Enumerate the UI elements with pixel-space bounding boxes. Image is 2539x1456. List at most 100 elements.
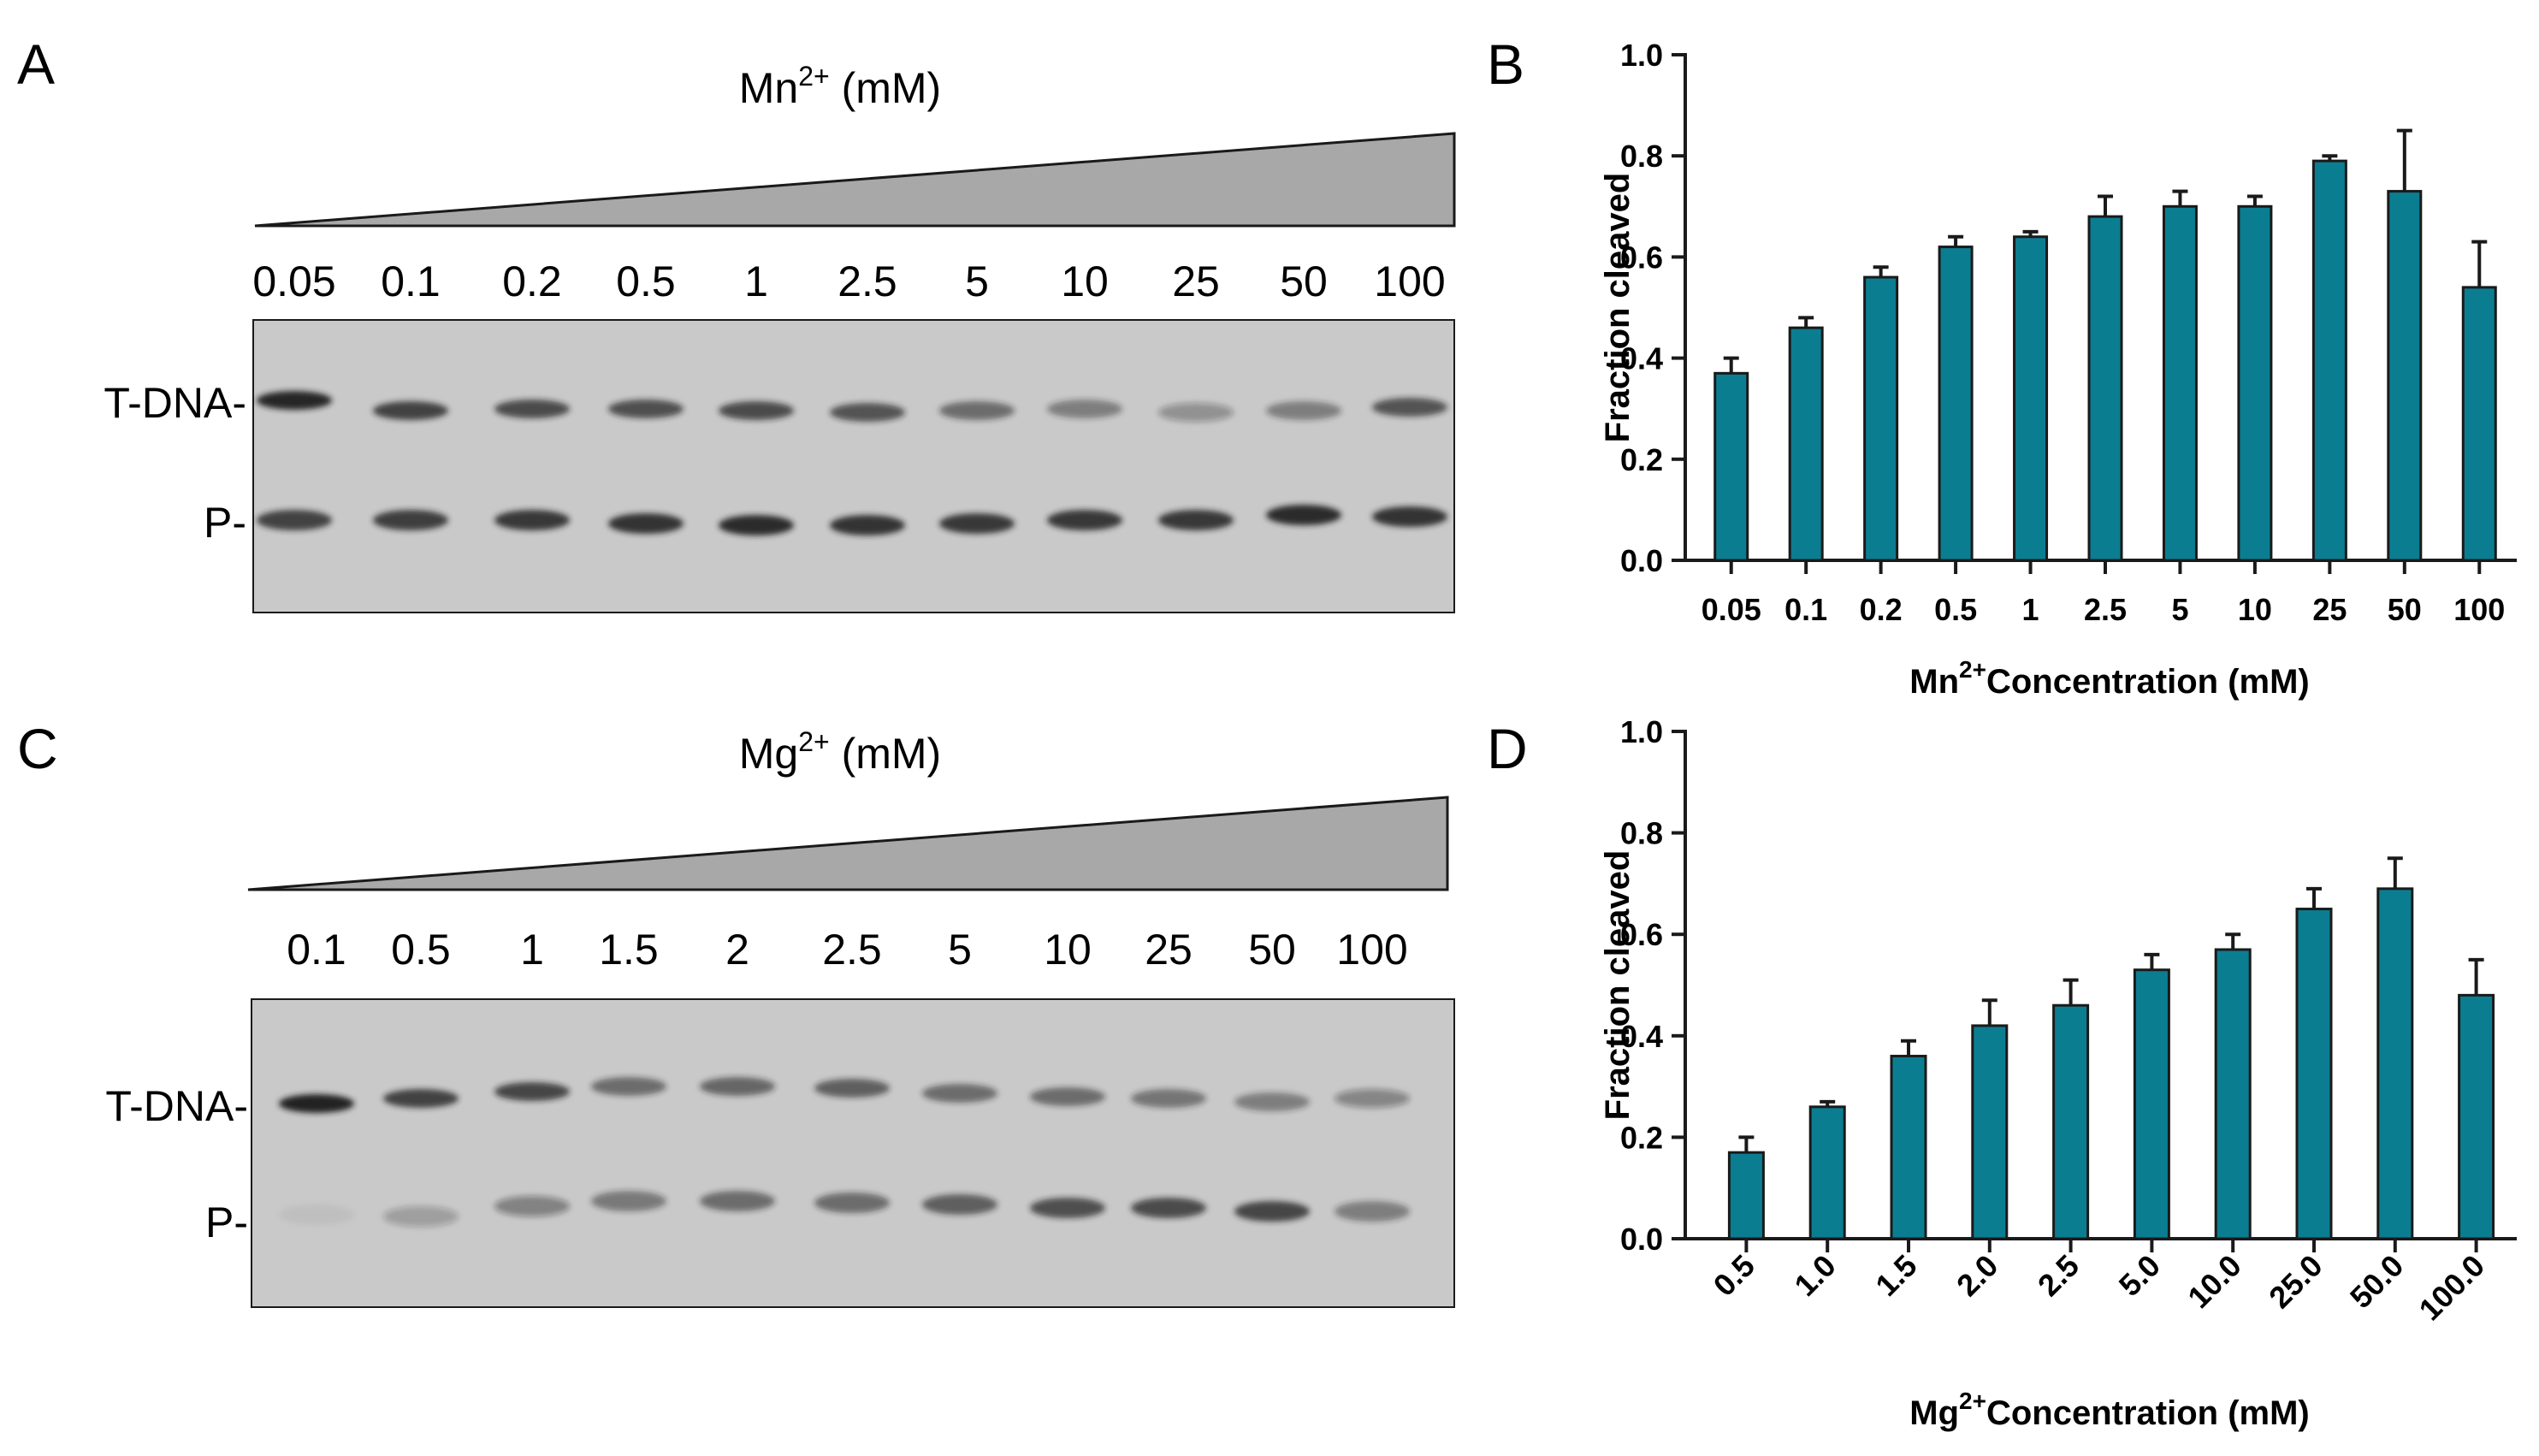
bar — [2013, 235, 2049, 562]
gel-a-title: Mn2+ (mM) — [739, 61, 941, 112]
gel-bands-c — [279, 1077, 1410, 1227]
y-tick-label: 0.8 — [1620, 816, 1663, 851]
gel-band — [1158, 403, 1234, 422]
gel-band — [1131, 1089, 1206, 1108]
lane-label: 25 — [1172, 257, 1220, 305]
lane-label: 5 — [948, 926, 972, 974]
x-tick-label: 5.0 — [2112, 1248, 2167, 1303]
bar — [1938, 246, 1974, 562]
gel-bands-a — [257, 391, 1447, 536]
y-tick-label: 0.4 — [1620, 341, 1663, 376]
panel-b: B 0.0 0.2 0.4 0.6 0.8 1.0 0.05 0.1 0.2 0.5 1 2.5 5 10… — [1487, 33, 2517, 701]
bar — [2214, 948, 2252, 1240]
gel-band — [1372, 398, 1447, 417]
gel-band — [1047, 510, 1122, 530]
gel-band — [1131, 1198, 1206, 1218]
x-tick-label: 1.5 — [1868, 1248, 1923, 1303]
gel-band — [814, 1193, 890, 1213]
gel-band — [257, 510, 332, 530]
y-tick-label: 0.6 — [1620, 917, 1663, 952]
x-tick-label: 25.0 — [2262, 1248, 2329, 1316]
x-tick-label: 10.0 — [2181, 1248, 2248, 1316]
y-tick-label: 0.6 — [1620, 240, 1663, 275]
gel-band — [830, 515, 905, 536]
lane-label: 2.5 — [837, 257, 897, 305]
y-tick-label: 0.8 — [1620, 139, 1663, 174]
x-tick-label: 0.2 — [1860, 592, 1903, 627]
x-tick-label: 0.5 — [1934, 592, 1977, 627]
x-tick-label: 0.1 — [1784, 592, 1827, 627]
y-axis-title: Fraction cleaved — [1599, 173, 1636, 443]
gel-band — [830, 403, 905, 422]
lane-label: 50 — [1280, 257, 1328, 305]
lane-label: 50 — [1248, 926, 1296, 974]
bar — [2461, 286, 2497, 562]
panel-c: C Mg2+ (mM) 0.1 0.5 1 1.5 2 2.5 5 10 25 50 100 T-D… — [17, 717, 1455, 1308]
gel-band — [1158, 510, 1234, 530]
gel-band — [1335, 1089, 1410, 1108]
x-axis-title: Mn2+Concentration (mM) — [1909, 656, 2309, 701]
bar — [2237, 204, 2273, 562]
y-tick-label: 0.2 — [1620, 1120, 1663, 1155]
gel-band — [279, 1094, 354, 1113]
y-tick-label: 1.0 — [1620, 714, 1663, 749]
x-tick-label: 100.0 — [2412, 1248, 2492, 1328]
gel-band — [814, 1079, 890, 1098]
gel-band — [257, 391, 332, 410]
x-axis-title: Mg2+Concentration (mM) — [1909, 1388, 2309, 1432]
gel-band — [719, 401, 794, 420]
band-label-tdna-c: T-DNA- — [105, 1082, 248, 1130]
x-tick-label: 2.5 — [2031, 1248, 2086, 1303]
gel-band — [700, 1191, 775, 1211]
x-tick-label: 10 — [2238, 592, 2272, 627]
gel-band — [591, 1077, 666, 1096]
bar — [1863, 275, 1899, 562]
lane-labels-c: 0.1 0.5 1 1.5 2 2.5 5 10 25 50 100 — [287, 926, 1407, 974]
gel-band — [922, 1194, 997, 1215]
bar — [2295, 908, 2333, 1240]
gel-band — [608, 400, 684, 418]
lane-label: 1 — [744, 257, 768, 305]
gel-band — [591, 1191, 666, 1211]
gel-band — [1372, 506, 1447, 527]
lane-label: 0.5 — [391, 926, 451, 974]
concentration-wedge-c — [247, 796, 1449, 891]
panel-letter-c: C — [17, 717, 58, 780]
concentration-wedge-a — [254, 132, 1456, 228]
bar — [2133, 968, 2170, 1240]
lane-label: 10 — [1061, 257, 1109, 305]
gel-band — [279, 1204, 354, 1225]
y-tick-label: 0.2 — [1620, 442, 1663, 477]
lane-label: 0.5 — [616, 257, 676, 305]
gel-band — [494, 510, 570, 530]
bar — [2311, 159, 2347, 562]
lane-label: 0.2 — [502, 257, 562, 305]
lane-label: 2.5 — [822, 926, 882, 974]
y-tick-label: 1.0 — [1620, 38, 1663, 73]
x-tick-label: 0.5 — [1707, 1248, 1761, 1303]
x-tick-label: 0.05 — [1702, 592, 1761, 627]
gel-band — [383, 1089, 459, 1108]
panel-letter-b: B — [1487, 33, 1524, 96]
lane-label: 100 — [1336, 926, 1407, 974]
bar — [1808, 1105, 1846, 1240]
lane-label: 5 — [965, 257, 989, 305]
gel-band — [373, 510, 448, 530]
x-tick-label: 100 — [2453, 592, 2505, 627]
gel-band — [1234, 1092, 1310, 1111]
gel-band — [383, 1206, 459, 1227]
lane-label: 0.1 — [381, 257, 441, 305]
gel-band — [1030, 1198, 1105, 1218]
gel-band — [719, 515, 794, 536]
panel-letter-a: A — [17, 33, 55, 96]
y-tick-label: 0.0 — [1620, 1222, 1663, 1257]
y-tick-label: 0.0 — [1620, 543, 1663, 578]
lane-label: 10 — [1044, 926, 1092, 974]
gel-band — [494, 1196, 570, 1216]
gel-band — [1266, 505, 1341, 525]
bar — [2162, 204, 2198, 562]
panel-d: D 0.0 0.2 0.4 0.6 0.8 1.0 0.5 1.0 1.5 2.0 2.5 5.0 10… — [1487, 714, 2517, 1432]
lane-label: 25 — [1145, 926, 1193, 974]
gel-band — [700, 1077, 775, 1096]
